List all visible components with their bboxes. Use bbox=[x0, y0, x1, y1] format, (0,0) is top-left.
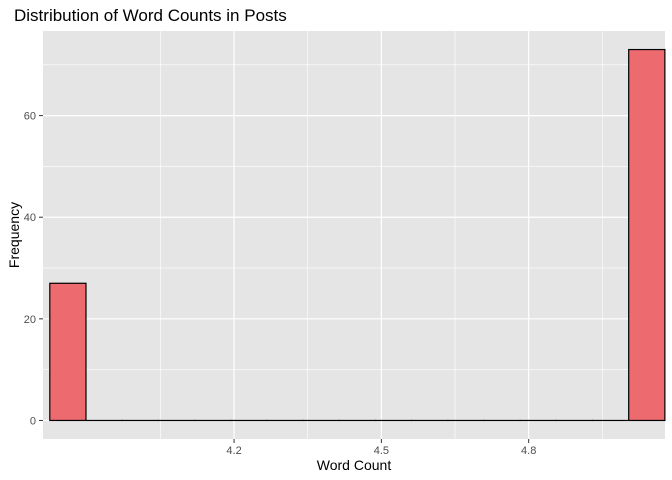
y-axis-title: Frequency bbox=[6, 202, 22, 268]
grid-minor bbox=[43, 31, 665, 439]
x-axis: 4.2 4.5 4.8 bbox=[226, 439, 536, 457]
x-tick-label: 4.2 bbox=[226, 445, 241, 457]
y-tick-label: 0 bbox=[30, 415, 36, 427]
plot-panel bbox=[43, 31, 665, 439]
x-axis-title: Word Count bbox=[317, 457, 392, 473]
y-tick-label: 20 bbox=[24, 314, 36, 326]
histogram-bar bbox=[49, 282, 87, 422]
x-tick-label: 4.8 bbox=[521, 445, 536, 457]
histogram-bar bbox=[628, 48, 666, 422]
chart-title: Distribution of Word Counts in Posts bbox=[14, 6, 287, 25]
x-tick-label: 4.5 bbox=[374, 445, 389, 457]
y-axis: 0 20 40 60 bbox=[24, 111, 43, 427]
y-tick-label: 40 bbox=[24, 212, 36, 224]
bars bbox=[49, 48, 666, 422]
y-tick-label: 60 bbox=[24, 111, 36, 123]
